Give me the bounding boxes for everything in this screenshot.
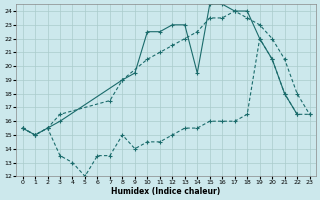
- X-axis label: Humidex (Indice chaleur): Humidex (Indice chaleur): [111, 187, 221, 196]
